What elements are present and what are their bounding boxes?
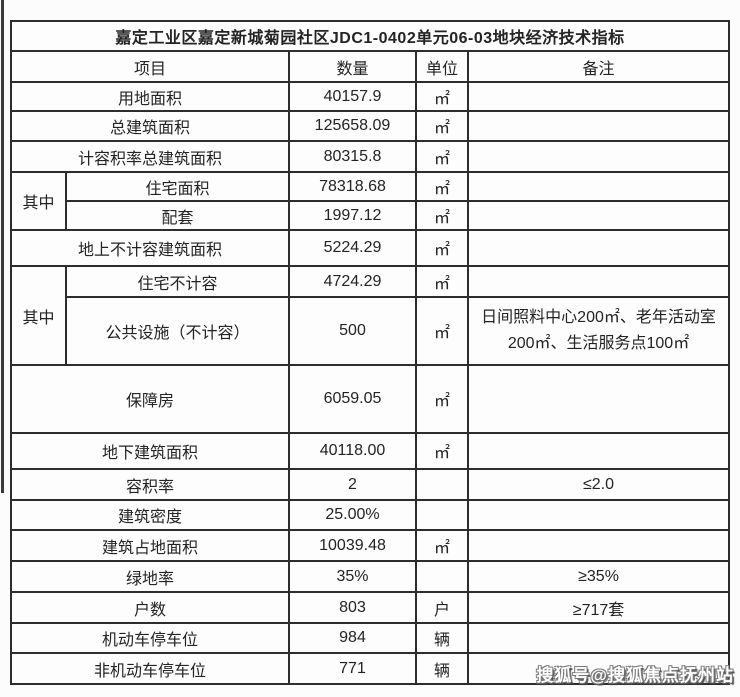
remark-cell	[466, 364, 731, 434]
group-label-cell: 其中	[10, 265, 67, 366]
column-header-quantity: 数量	[288, 50, 417, 83]
table-header-row: 项目 数量 单位 备注	[10, 50, 731, 83]
column-header-remark: 备注	[466, 50, 731, 83]
item-cell: 机动车停车位	[10, 622, 290, 654]
unit-cell: 辆	[415, 652, 469, 685]
item-cell: 住宅面积	[65, 171, 290, 202]
item-cell: 地上不计容建筑面积	[10, 229, 290, 267]
unit-cell: 辆	[415, 622, 469, 654]
quantity-cell: 4724.29	[288, 265, 417, 298]
unit-cell: ㎡	[415, 364, 469, 434]
quantity-cell: 80315.8	[288, 140, 417, 173]
item-cell: 建筑占地面积	[10, 529, 290, 562]
unit-cell: ㎡	[415, 171, 469, 202]
remark-cell	[466, 229, 731, 267]
table-row: 计容积率总建筑面积 80315.8 ㎡	[10, 140, 731, 173]
page-left-border-line	[1, 0, 4, 493]
unit-cell	[415, 468, 469, 501]
table-row: 绿地率 35% ≥35%	[10, 560, 731, 593]
quantity-cell: 6059.05	[288, 364, 417, 434]
table-row: 总建筑面积 125658.09 ㎡	[10, 110, 731, 142]
group-label-cell: 其中	[10, 171, 67, 231]
remark-cell	[466, 265, 731, 298]
remark-cell	[466, 499, 731, 531]
table-row: 保障房 6059.05 ㎡	[10, 364, 731, 434]
item-cell: 配套	[65, 200, 290, 231]
quantity-cell: 10039.48	[288, 529, 417, 562]
quantity-cell: 771	[288, 652, 417, 685]
quantity-cell: 500	[288, 296, 417, 366]
unit-cell	[415, 560, 469, 593]
column-header-unit: 单位	[415, 50, 469, 83]
item-cell: 地下建筑面积	[10, 432, 290, 470]
unit-cell: ㎡	[415, 529, 469, 562]
table-row: 机动车停车位 984 辆	[10, 622, 731, 654]
item-cell: 非机动车停车位	[10, 652, 290, 685]
quantity-cell: 78318.68	[288, 171, 417, 202]
remark-cell	[466, 432, 731, 470]
table-row: 其中 住宅面积 78318.68 ㎡	[10, 171, 731, 231]
table-row: 建筑占地面积 10039.48 ㎡	[10, 529, 731, 562]
item-cell: 绿地率	[10, 560, 290, 593]
remark-cell	[466, 171, 731, 202]
table-row: 用地面积 40157.9 ㎡	[10, 81, 731, 112]
item-cell: 公共设施（不计容）	[65, 296, 290, 366]
remark-cell	[466, 110, 731, 142]
item-cell: 容积率	[10, 468, 290, 501]
remark-cell	[466, 81, 731, 112]
table-row: 其中 住宅不计容 4724.29 ㎡	[10, 265, 731, 366]
remark-cell	[466, 652, 731, 685]
item-cell: 用地面积	[10, 81, 290, 112]
item-cell: 总建筑面积	[10, 110, 290, 142]
quantity-cell: 5224.29	[288, 229, 417, 267]
unit-cell: 户	[415, 591, 469, 624]
unit-cell: ㎡	[415, 432, 469, 470]
indicators-table: 嘉定工业区嘉定新城菊园社区JDC1-0402单元06-03地块经济技术指标 项目…	[9, 20, 731, 685]
unit-cell: ㎡	[415, 296, 469, 366]
remark-cell: ≥35%	[466, 560, 731, 593]
quantity-cell: 1997.12	[288, 200, 417, 231]
unit-cell: ㎡	[415, 200, 469, 231]
unit-cell	[415, 499, 469, 531]
table-row: 地下建筑面积 40118.00 ㎡	[10, 432, 731, 470]
unit-cell: ㎡	[415, 140, 469, 173]
watermark: 搜狐号@搜狐焦点抚州站	[536, 666, 734, 685]
quantity-cell: 35%	[288, 560, 417, 593]
table-row: 公共设施（不计容） 500 ㎡ 日间照料中心200㎡、老年活动室200㎡、生活服…	[11, 296, 731, 366]
table-row: 户数 803 户 ≥717套	[10, 591, 731, 624]
quantity-cell: 40118.00	[288, 432, 417, 470]
item-cell: 建筑密度	[10, 499, 290, 531]
column-header-item: 项目	[10, 50, 290, 83]
table-row: 配套 1997.12 ㎡	[11, 200, 731, 231]
item-cell: 户数	[10, 591, 290, 624]
item-cell: 计容积率总建筑面积	[10, 140, 290, 173]
unit-cell: ㎡	[415, 81, 469, 112]
quantity-cell: 803	[288, 591, 417, 624]
remark-cell: 日间照料中心200㎡、老年活动室200㎡、生活服务点100㎡	[466, 296, 731, 366]
remark-cell	[466, 140, 731, 173]
remark-cell	[466, 200, 731, 231]
table-row: 地上不计容建筑面积 5224.29 ㎡	[10, 229, 731, 267]
item-cell: 住宅不计容	[65, 265, 290, 298]
quantity-cell: 2	[288, 468, 417, 501]
remark-cell	[466, 622, 731, 654]
unit-cell: ㎡	[415, 110, 469, 142]
table-row: 建筑密度 25.00%	[10, 499, 731, 531]
remark-cell: ≥717套	[466, 591, 731, 624]
remark-cell	[466, 529, 731, 562]
unit-cell: ㎡	[415, 229, 469, 267]
item-cell: 保障房	[10, 364, 290, 434]
quantity-cell: 40157.9	[288, 81, 417, 112]
quantity-cell: 984	[288, 622, 417, 654]
remark-cell: ≤2.0	[466, 468, 731, 501]
table-row: 非机动车停车位 771 辆	[10, 652, 731, 685]
quantity-cell: 125658.09	[288, 110, 417, 142]
quantity-cell: 25.00%	[288, 499, 417, 531]
unit-cell: ㎡	[415, 265, 469, 298]
table-row: 容积率 2 ≤2.0	[10, 468, 731, 501]
table-title-row: 嘉定工业区嘉定新城菊园社区JDC1-0402单元06-03地块经济技术指标	[9, 20, 731, 52]
page-title: 嘉定工业区嘉定新城菊园社区JDC1-0402单元06-03地块经济技术指标	[9, 20, 731, 52]
